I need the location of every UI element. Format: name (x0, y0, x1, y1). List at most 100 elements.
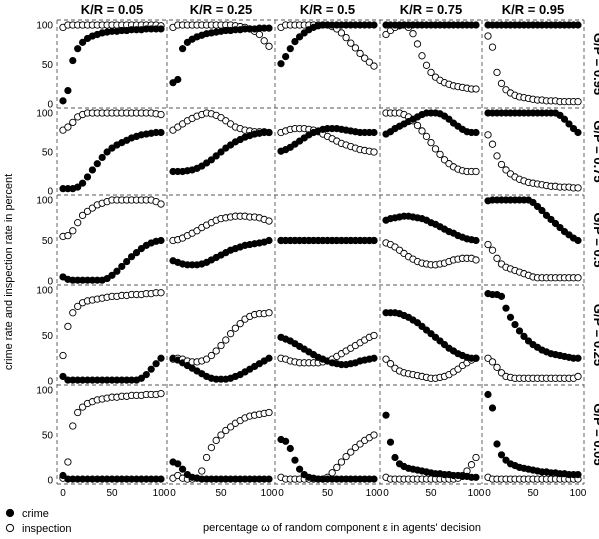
crime-point (391, 453, 399, 462)
x-axis-label: percentage ω of random component ε in ag… (203, 522, 481, 534)
inspection-point (337, 458, 346, 466)
crime-point (472, 128, 480, 137)
inspection-point (365, 58, 373, 66)
inspection-point (217, 341, 225, 350)
inspection-point (467, 461, 476, 469)
inspection-point (157, 110, 165, 119)
crime-point (282, 437, 290, 445)
crime-point (488, 404, 497, 412)
crime-point (64, 86, 72, 95)
y-tick-label: 0 (47, 277, 53, 288)
x-tick-label: 100 (153, 488, 170, 499)
column-title: K/R = 0.25 (190, 2, 253, 17)
row-title: G/P = 0.25 (591, 304, 599, 366)
crime-point (484, 390, 492, 399)
inspection-point (265, 42, 273, 50)
inspection-point (574, 184, 582, 192)
crime-point (59, 471, 67, 480)
inspection-point (418, 127, 426, 135)
crime-point (506, 313, 515, 321)
crime-point (132, 249, 141, 257)
crime-point (556, 223, 564, 232)
inspection-point (78, 403, 87, 411)
crime-point (551, 219, 560, 228)
inspection-point (382, 30, 390, 39)
crime-point (497, 292, 506, 300)
inspection-point (74, 219, 82, 227)
inspection-point (64, 458, 72, 466)
crime-point (547, 215, 555, 224)
crime-point (113, 267, 121, 275)
inspection-point (409, 30, 417, 38)
inspection-point (484, 32, 492, 40)
inspection-point (422, 61, 431, 69)
inspection-point (207, 351, 216, 360)
crime-point (493, 440, 501, 448)
y-tick-label: 0 (47, 476, 53, 487)
inspection-point (488, 140, 497, 148)
crime-point (291, 37, 299, 46)
inspection-point (265, 217, 273, 225)
y-tick-label: 100 (36, 386, 53, 397)
inspection-point (222, 336, 230, 344)
inspection-point (64, 123, 72, 131)
crime-point (472, 21, 480, 29)
crime-point (370, 236, 378, 245)
crime-point (118, 262, 126, 271)
y-tick-label: 0 (47, 377, 53, 388)
inspection-point (413, 121, 422, 130)
row-title: G/P = 0.95 (591, 33, 599, 95)
inspection-point (356, 49, 364, 58)
crime-point (370, 354, 378, 362)
inspection-point (472, 256, 480, 264)
crime-point (174, 75, 182, 84)
legend-inspection-label: inspection (22, 523, 72, 535)
inspection-point (484, 131, 492, 139)
inspection-point (64, 322, 72, 331)
inspection-point (212, 347, 220, 355)
crime-point (574, 471, 582, 479)
inspection-point (198, 467, 206, 475)
inspection-point (157, 289, 165, 297)
row-title: G/P = 0.5 (591, 212, 599, 267)
crime-point (128, 253, 136, 261)
inspection-point (69, 309, 77, 317)
column-title: K/R = 0.05 (81, 2, 144, 17)
inspection-point (351, 44, 360, 52)
inspection-point (574, 274, 582, 282)
x-tick-label: 100 (468, 488, 485, 499)
crime-point (265, 236, 273, 245)
crime-point (296, 465, 304, 473)
inspection-point (427, 138, 435, 147)
inspection-point (69, 422, 77, 430)
crime-point (574, 21, 582, 29)
y-tick-label: 0 (47, 187, 53, 198)
crime-point (556, 111, 564, 119)
x-tick-label: 50 (215, 488, 227, 499)
inspection-point (236, 320, 244, 328)
crime-point (265, 475, 273, 483)
crime-point (265, 128, 273, 137)
crime-point (88, 166, 96, 174)
inspection-point (488, 358, 497, 366)
y-tick-label: 0 (47, 100, 53, 111)
crime-point (520, 332, 528, 341)
crime-point (515, 327, 524, 335)
crime-point (78, 179, 87, 187)
crime-point (560, 115, 569, 123)
data-points (59, 21, 582, 483)
crime-point (569, 125, 578, 133)
crime-point (265, 24, 273, 32)
inspection-point (497, 79, 506, 88)
legend-crime-label: crime (22, 508, 49, 520)
y-tick-label: 50 (42, 331, 54, 342)
crime-point (147, 365, 155, 373)
crime-point (59, 97, 67, 105)
inspection-point (493, 68, 501, 77)
inspection-point (157, 200, 165, 208)
legend-crime-marker (5, 508, 15, 518)
panel-grid (56, 19, 585, 485)
crime-point (370, 475, 378, 483)
inspection-point (88, 204, 97, 212)
